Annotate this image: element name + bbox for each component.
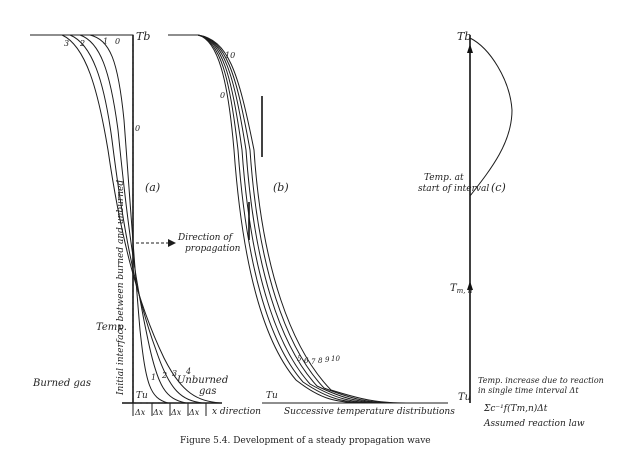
panel-a-curve-2 <box>30 34 222 404</box>
panel-b: (b) 10 0 5 6 7 8 9 10 Tu Successive temp… <box>168 34 455 417</box>
panel-b-bottom-label-10: 10 <box>331 355 340 363</box>
panel-b-curve-0 <box>168 34 448 404</box>
panel-b-curve-2 <box>168 34 448 404</box>
panel-a-curve-0 <box>30 34 222 404</box>
panel-a-tag: (a) <box>145 181 160 194</box>
svg-text:in single time interval Δt: in single time interval Δt <box>478 386 579 395</box>
panel-a-temp-label: Temp. <box>96 322 127 333</box>
panel-b-bottom-label-7: 7 <box>311 358 316 366</box>
reaction-law-label: Assumed reaction law <box>483 419 585 429</box>
direction-arrow-head <box>168 239 176 247</box>
direction-label: Direction of propagation <box>177 233 241 254</box>
svg-text:Direction of: Direction of <box>177 233 234 243</box>
dx-label-3: Δx <box>170 408 182 417</box>
panel-b-top-label-0: 0 <box>220 91 225 100</box>
panel-b-curve-1 <box>168 34 448 404</box>
panel-c-tb-label: Tb <box>457 30 471 43</box>
svg-text:propagation: propagation <box>185 244 241 254</box>
panel-c-tu-label: Tu <box>458 392 471 403</box>
panel-b-tu-label: Tu <box>266 391 278 401</box>
svg-text:Temp. increase due to reaction: Temp. increase due to reaction <box>478 376 604 385</box>
panel-b-bottom-label-5: 5 <box>297 355 302 363</box>
burned-gas-label: Burned gas <box>32 378 91 389</box>
reaction-law-curve <box>469 37 513 197</box>
panel-b-curve-3 <box>168 34 448 404</box>
panel-a-curve-label-0: 0 <box>135 124 140 133</box>
panel-a-interface-label: Initial interface between burned and unb… <box>116 180 126 396</box>
panel-a-dx-ticks <box>132 403 207 416</box>
panel-b-top-label-10: 10 <box>225 51 235 60</box>
panel-a-top-label-1: 1 <box>103 37 108 46</box>
panel-a-top-label-0: 0 <box>115 37 120 46</box>
tb-arrow <box>467 44 473 53</box>
temp-increase-label: Temp. increase due to reaction in single… <box>478 376 604 395</box>
panel-b-bottom-label-9: 9 <box>325 356 330 364</box>
tmn-arrow <box>467 281 473 290</box>
panel-c-tag: (c) <box>491 181 506 194</box>
unburned-gas-label: Unburned gas <box>177 375 228 397</box>
panel-b-curve-4 <box>168 34 448 404</box>
panel-a-bottom-label-4: 4 <box>185 367 191 376</box>
panel-b-bottom-label-6: 6 <box>304 357 309 365</box>
reaction-formula: Σc⁻¹f(Tm,n)Δt <box>483 403 548 414</box>
panel-a-curve-1 <box>30 34 222 404</box>
panel-a-tb-label: Tb <box>136 30 150 43</box>
panel-c: Tb (c) Temp. at start of interval Tm, n … <box>418 30 604 429</box>
panel-a-curve-4 <box>30 34 221 404</box>
panel-a-bottom-label-1: 1 <box>151 373 156 382</box>
panel-a-tu-label: Tu <box>136 391 148 401</box>
svg-text:start of interval: start of interval <box>418 184 489 194</box>
panel-a: Tb (a) 3 2 1 0 0 1 2 3 4 Initial interfa… <box>30 30 261 417</box>
x-direction-label: x direction <box>212 407 261 417</box>
panel-b-bottom-label-8: 8 <box>318 357 323 365</box>
dx-label-1: Δx <box>134 408 146 417</box>
svg-text:Temp. at: Temp. at <box>424 173 464 183</box>
svg-text:Unburned: Unburned <box>177 375 228 386</box>
dx-label-2: Δx <box>152 408 164 417</box>
panel-b-xlabel: Successive temperature distributions <box>284 407 455 417</box>
panel-a-top-label-3: 3 <box>64 39 69 48</box>
panel-a-top-label-2: 2 <box>79 39 85 48</box>
figure-caption: Figure 5.4. Development of a steady prop… <box>180 436 431 446</box>
panel-a-curve-3 <box>30 34 222 404</box>
panel-a-bottom-label-2: 2 <box>161 371 167 380</box>
panel-b-tag: (b) <box>273 181 289 194</box>
panel-b-curve-5 <box>168 34 448 404</box>
svg-text:gas: gas <box>199 386 217 397</box>
panel-a-bottom-label-3: 3 <box>172 369 177 378</box>
dx-label-4: Δx <box>188 408 200 417</box>
temp-start-label: Temp. at start of interval <box>418 173 489 194</box>
